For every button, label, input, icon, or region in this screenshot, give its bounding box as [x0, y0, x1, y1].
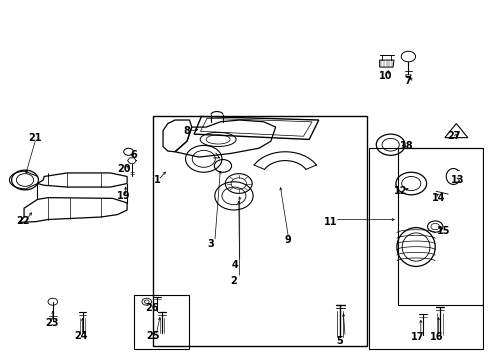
Text: 4: 4 [231, 260, 238, 270]
Text: 11: 11 [324, 217, 337, 227]
Text: 1: 1 [154, 175, 161, 185]
Text: 10: 10 [378, 71, 392, 81]
Text: 18: 18 [399, 141, 412, 152]
Text: 24: 24 [74, 331, 87, 341]
Text: 7: 7 [403, 76, 410, 86]
Text: 19: 19 [117, 191, 130, 201]
Text: 9: 9 [284, 235, 290, 245]
Text: 14: 14 [431, 193, 445, 203]
Bar [153, 117, 366, 346]
Text: 3: 3 [207, 239, 214, 248]
Text: 2: 2 [230, 275, 237, 285]
Text: 8: 8 [183, 126, 190, 136]
Text: 13: 13 [450, 175, 464, 185]
Text: 6: 6 [130, 150, 137, 160]
Text: 25: 25 [146, 331, 160, 341]
Text: 23: 23 [45, 318, 59, 328]
Text: 16: 16 [428, 332, 442, 342]
Bar [134, 294, 189, 349]
Text: 17: 17 [410, 332, 424, 342]
Bar [397, 148, 482, 305]
Bar [368, 148, 482, 349]
Text: 26: 26 [145, 303, 159, 313]
Text: 27: 27 [447, 131, 460, 141]
Text: 20: 20 [117, 165, 130, 174]
Text: !: ! [454, 131, 457, 136]
Text: 5: 5 [335, 336, 342, 346]
Text: 21: 21 [28, 133, 41, 143]
Text: 22: 22 [16, 216, 30, 226]
Text: 12: 12 [393, 186, 407, 195]
Text: 15: 15 [436, 226, 449, 236]
